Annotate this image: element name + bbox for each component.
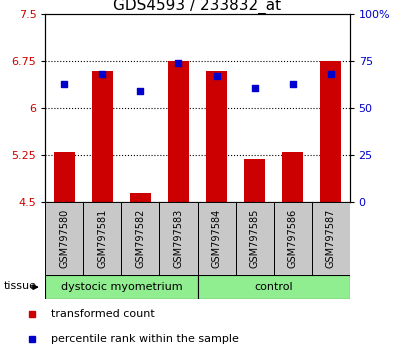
Point xyxy=(290,81,296,87)
Point xyxy=(327,72,334,77)
Bar xyxy=(83,202,122,275)
Title: GDS4593 / 233832_at: GDS4593 / 233832_at xyxy=(113,0,282,14)
Bar xyxy=(244,159,265,202)
Point xyxy=(61,81,68,87)
Bar xyxy=(198,202,235,275)
Text: dystocic myometrium: dystocic myometrium xyxy=(61,282,182,292)
Bar xyxy=(235,202,274,275)
Point xyxy=(175,60,182,66)
Text: percentile rank within the sample: percentile rank within the sample xyxy=(51,333,239,344)
Bar xyxy=(320,61,341,202)
Text: control: control xyxy=(254,282,293,292)
Text: tissue: tissue xyxy=(4,281,37,291)
Bar xyxy=(282,152,303,202)
Bar xyxy=(206,71,227,202)
Point xyxy=(213,74,220,79)
Bar xyxy=(122,202,160,275)
Text: GSM797580: GSM797580 xyxy=(59,208,70,268)
Text: GSM797581: GSM797581 xyxy=(98,208,107,268)
Bar xyxy=(198,275,350,299)
Bar xyxy=(54,152,75,202)
Bar xyxy=(92,71,113,202)
Bar xyxy=(130,193,151,202)
Text: GSM797584: GSM797584 xyxy=(211,208,222,268)
Bar xyxy=(45,202,83,275)
Text: GSM797587: GSM797587 xyxy=(325,208,336,268)
Point xyxy=(251,85,258,90)
Text: GSM797585: GSM797585 xyxy=(250,208,260,268)
Text: transformed count: transformed count xyxy=(51,309,155,320)
Text: GSM797583: GSM797583 xyxy=(173,208,184,268)
Point xyxy=(137,88,144,94)
Bar xyxy=(168,61,189,202)
Bar xyxy=(45,275,198,299)
Text: GSM797582: GSM797582 xyxy=(135,208,145,268)
Text: GSM797586: GSM797586 xyxy=(288,208,297,268)
Bar xyxy=(160,202,198,275)
Bar xyxy=(273,202,312,275)
Bar xyxy=(312,202,350,275)
Point xyxy=(99,72,105,77)
